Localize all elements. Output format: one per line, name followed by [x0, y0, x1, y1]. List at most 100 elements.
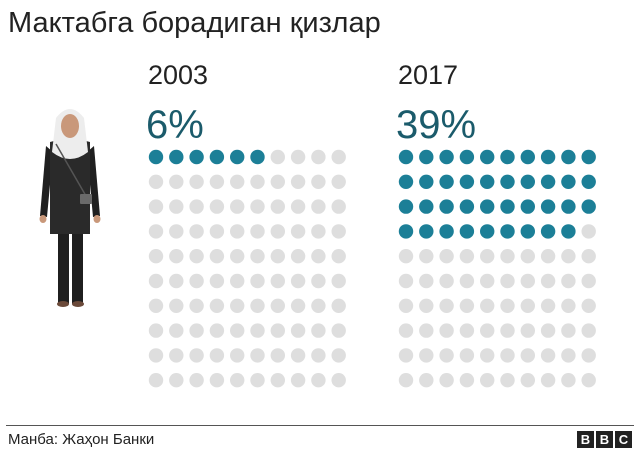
waffle-dot-empty-2017	[480, 323, 495, 338]
figure-left-hand	[39, 215, 47, 223]
waffle-dot-filled-2017	[520, 149, 535, 165]
waffle-dot-empty-2003	[230, 273, 245, 289]
waffle-dot-filled-2017	[561, 199, 576, 214]
waffle-dot-empty-2003	[230, 249, 245, 264]
waffle-panel-2017	[398, 149, 596, 388]
waffle-dot-empty-2003	[250, 174, 265, 189]
waffle-dot-empty-2003	[331, 199, 346, 214]
chart-title: Мактабга борадиган қизлар	[8, 7, 381, 39]
waffle-dot-empty-2003	[331, 323, 346, 338]
waffle-dot-empty-2003	[270, 298, 285, 313]
waffle-dot-filled-2003	[189, 149, 204, 165]
waffle-dot-filled-2017	[561, 174, 576, 189]
waffle-dot-empty-2003	[209, 348, 225, 363]
waffle-dot-empty-2003	[189, 249, 204, 264]
waffle-dot-empty-2003	[331, 348, 346, 363]
waffle-dot-empty-2003	[250, 249, 265, 264]
waffle-dot-empty-2003	[189, 348, 204, 363]
waffle-dot-empty-2017	[561, 373, 576, 388]
waffle-dot-empty-2017	[500, 323, 515, 338]
waffle-dot-filled-2017	[439, 224, 454, 239]
waffle-dot-empty-2003	[209, 323, 225, 338]
waffle-dot-empty-2017	[419, 348, 434, 363]
waffle-dot-empty-2017	[419, 249, 434, 264]
waffle-dot-empty-2017	[540, 348, 556, 363]
waffle-dot-filled-2017	[561, 149, 576, 165]
waffle-dot-filled-2017	[480, 174, 495, 189]
waffle-dot-filled-2017	[540, 224, 556, 239]
figure-right-leg	[72, 232, 83, 304]
waffle-dot-filled-2017	[500, 174, 515, 189]
waffle-dot-empty-2017	[520, 273, 535, 289]
waffle-dot-empty-2017	[480, 298, 495, 313]
footer-divider	[6, 425, 634, 426]
waffle-dot-empty-2003	[270, 199, 285, 214]
waffle-dot-empty-2003	[209, 224, 225, 239]
waffle-dot-empty-2017	[398, 298, 414, 313]
waffle-dot-empty-2003	[250, 373, 265, 388]
waffle-dot-empty-2003	[290, 348, 306, 363]
waffle-panel-2003	[148, 149, 346, 388]
waffle-dot-filled-2017	[520, 174, 535, 189]
figure-left-leg	[58, 232, 69, 304]
waffle-dot-filled-2017	[459, 149, 475, 165]
waffle-dot-empty-2003	[230, 323, 245, 338]
waffle-dot-empty-2017	[520, 373, 535, 388]
waffle-dot-empty-2017	[439, 249, 454, 264]
waffle-dot-empty-2003	[250, 298, 265, 313]
waffle-dot-empty-2017	[480, 373, 495, 388]
waffle-dot-empty-2017	[398, 348, 414, 363]
waffle-dot-empty-2003	[311, 348, 326, 363]
waffle-dot-empty-2003	[148, 174, 164, 189]
waffle-dot-empty-2003	[331, 273, 346, 289]
waffle-dot-empty-2003	[290, 174, 306, 189]
waffle-dot-empty-2003	[189, 373, 204, 388]
waffle-dot-empty-2003	[311, 174, 326, 189]
waffle-dot-empty-2003	[250, 273, 265, 289]
waffle-dot-empty-2003	[290, 298, 306, 313]
waffle-dot-filled-2017	[398, 199, 414, 214]
waffle-dot-empty-2003	[148, 199, 164, 214]
waffle-dot-empty-2017	[520, 298, 535, 313]
waffle-dot-filled-2017	[500, 149, 515, 165]
waffle-dot-empty-2003	[189, 298, 204, 313]
waffle-dot-filled-2017	[581, 199, 596, 214]
waffle-dot-empty-2017	[581, 249, 596, 264]
waffle-dot-empty-2003	[189, 323, 204, 338]
waffle-dot-empty-2003	[209, 298, 225, 313]
percent-label-2017: 39%	[396, 103, 477, 147]
waffle-dot-empty-2017	[581, 348, 596, 363]
waffle-dot-filled-2017	[459, 199, 475, 214]
waffle-dot-empty-2017	[520, 348, 535, 363]
waffle-dot-filled-2017	[500, 199, 515, 214]
waffle-dot-empty-2017	[561, 348, 576, 363]
bbc-logo-letter-1: B	[577, 431, 594, 448]
waffle-dot-empty-2003	[230, 174, 245, 189]
waffle-dot-empty-2003	[331, 224, 346, 239]
waffle-dot-empty-2017	[561, 249, 576, 264]
waffle-dot-empty-2003	[148, 298, 164, 313]
waffle-dot-empty-2017	[561, 298, 576, 313]
waffle-dot-empty-2017	[540, 273, 556, 289]
waffle-dot-empty-2003	[311, 249, 326, 264]
waffle-dot-filled-2017	[459, 174, 475, 189]
waffle-dot-empty-2003	[250, 348, 265, 363]
source-note: Манба: Жаҳон Банки	[8, 431, 155, 448]
bbc-logo-letter-3: C	[615, 431, 632, 448]
waffle-dot-empty-2003	[331, 149, 346, 165]
waffle-dot-filled-2017	[398, 174, 414, 189]
waffle-dot-filled-2017	[398, 149, 414, 165]
waffle-dot-empty-2003	[311, 224, 326, 239]
waffle-dot-filled-2017	[398, 224, 414, 239]
waffle-dot-empty-2003	[250, 323, 265, 338]
waffle-dot-empty-2003	[169, 199, 184, 214]
waffle-dot-empty-2017	[581, 273, 596, 289]
waffle-dot-filled-2017	[520, 199, 535, 214]
waffle-dot-empty-2017	[500, 273, 515, 289]
waffle-dot-empty-2017	[581, 323, 596, 338]
waffle-dot-empty-2003	[169, 224, 184, 239]
waffle-dot-empty-2017	[459, 348, 475, 363]
waffle-dot-empty-2003	[290, 323, 306, 338]
waffle-dot-empty-2017	[480, 273, 495, 289]
